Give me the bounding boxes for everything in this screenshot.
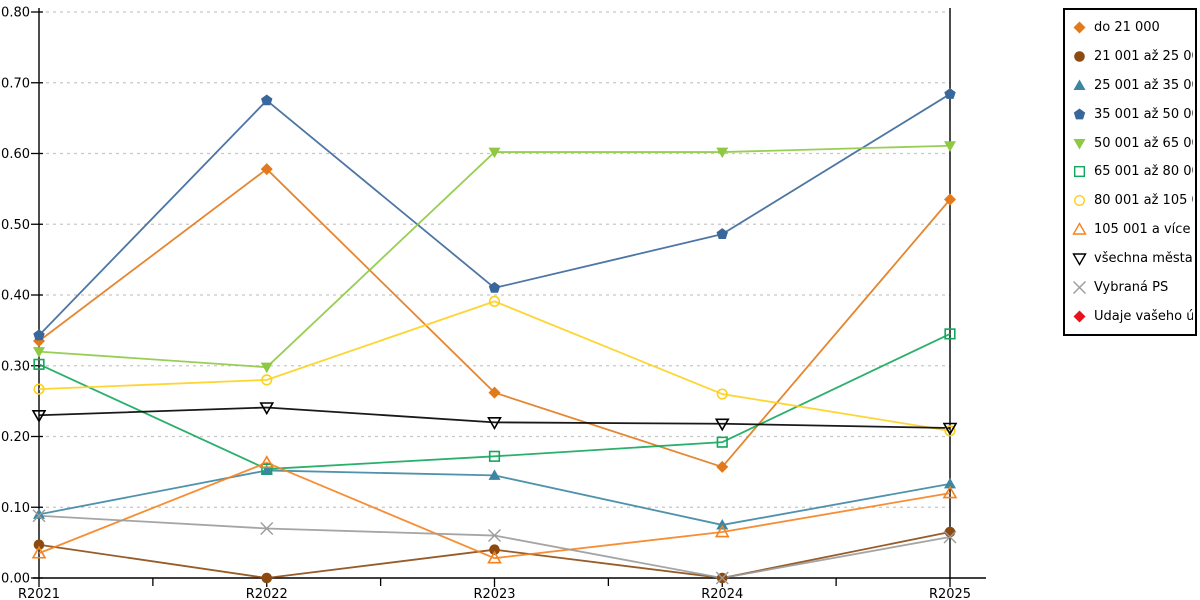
legend-item-do-21-000: do 21 000 — [1072, 13, 1193, 42]
series-do-21-000-markers — [33, 163, 956, 473]
legend-item-35-001-az-50-000: 35 001 až 50 000 — [1072, 100, 1193, 129]
legend-item-65-001-az-80-000: 65 001 až 80 000 — [1072, 157, 1193, 186]
triangle-up-icon — [1072, 222, 1087, 235]
x-icon — [1073, 280, 1086, 294]
legend-item-label: 65 001 až 80 000 — [1094, 164, 1193, 180]
gridlines — [39, 11, 950, 508]
legend-item-label: všechna města — [1094, 251, 1193, 267]
circle-icon — [1073, 195, 1086, 207]
svg-text:0.40: 0.40 — [1, 289, 30, 304]
series-50-001-az-65-000-markers — [33, 141, 956, 374]
svg-text:0.10: 0.10 — [1, 501, 30, 516]
diamond-icon — [1073, 21, 1086, 34]
legend-item-vsechna-mesta: všechna města — [1072, 244, 1193, 273]
legend-item-label: 21 001 až 25 000 — [1094, 48, 1193, 64]
pentagon-icon — [1073, 108, 1086, 119]
legend-item-50-001-az-65-000: 50 001 až 65 000 — [1072, 129, 1193, 158]
svg-text:R2023: R2023 — [473, 587, 515, 600]
series-80-001-az-105-000-markers — [33, 295, 956, 437]
series-vybrana-ps-markers — [32, 509, 957, 585]
legend-item-label: Vybraná PS — [1094, 279, 1169, 295]
legend-item-label: do 21 000 — [1094, 19, 1160, 35]
square-icon — [1074, 166, 1086, 178]
series-vsechna-mesta-markers — [31, 402, 958, 436]
svg-text:R2022: R2022 — [246, 587, 288, 600]
legend-item-25-001-az-35-000: 25 001 až 35 000 — [1072, 71, 1193, 100]
triangle-down-icon — [1072, 253, 1087, 266]
legend-item-label: 105 001 a více — [1094, 222, 1191, 238]
svg-text:0.00: 0.00 — [1, 572, 30, 587]
series-105-001-a-vice — [38, 461, 951, 560]
series-105-001-a-vice-markers — [31, 455, 958, 564]
legend-item-udaje-vaseho-uradu: Údaje vašeho úřadu — [1072, 302, 1193, 331]
circle-icon — [1074, 51, 1085, 62]
legend-item-vybrana-ps: Vybraná PS — [1072, 273, 1193, 302]
legend-item-label: 80 001 až 105 000 — [1094, 193, 1193, 209]
series-65-001-az-80-000 — [38, 333, 951, 470]
series-35-001-az-50-000 — [38, 93, 951, 336]
svg-text:0.70: 0.70 — [1, 76, 30, 91]
legend-item-label: 50 001 až 65 000 — [1094, 135, 1193, 151]
svg-text:R2024: R2024 — [701, 587, 743, 600]
x-axis-labels: R2021 R2022 R2023 R2024 R2025 — [18, 587, 971, 600]
series-vsechna-mesta — [38, 406, 951, 429]
svg-text:0.80: 0.80 — [1, 6, 30, 21]
legend-item-label: 25 001 až 35 000 — [1094, 77, 1193, 93]
svg-text:R2021: R2021 — [18, 587, 60, 600]
legend-item-105-001-a-vice: 105 001 a více — [1072, 215, 1193, 244]
series-65-001-az-80-000-markers — [33, 328, 956, 475]
svg-text:0.20: 0.20 — [1, 430, 30, 445]
legend-item-label: Údaje vašeho úřadu — [1094, 308, 1193, 324]
series-21-001-az-25-000 — [38, 531, 951, 579]
chart-plot: 0.00 0.10 0.20 0.30 0.40 0.50 0.60 0.70 0.80 R202… — [1, 6, 986, 600]
legend-item-label: 35 001 až 50 000 — [1094, 106, 1193, 122]
legend-item-21-001-az-25-000: 21 001 až 25 000 — [1072, 42, 1193, 71]
svg-text:0.60: 0.60 — [1, 147, 30, 162]
triangle-down-icon — [1073, 138, 1086, 149]
svg-text:R2025: R2025 — [929, 587, 971, 600]
series-80-001-az-105-000 — [38, 300, 951, 432]
legend: do 21 000 21 001 až 25 000 25 001 až 35 00… — [1063, 8, 1197, 336]
diamond-icon — [1073, 310, 1086, 323]
svg-text:0.30: 0.30 — [1, 359, 30, 374]
triangle-up-icon — [1073, 79, 1086, 90]
series-25-001-az-35-000-markers — [33, 464, 956, 530]
series-35-001-az-50-000-markers — [33, 88, 956, 341]
svg-text:0.50: 0.50 — [1, 218, 30, 233]
y-axis-labels: 0.00 0.10 0.20 0.30 0.40 0.50 0.60 0.70 0.80 — [1, 6, 30, 587]
legend-item-80-001-az-105-000: 80 001 až 105 000 — [1072, 186, 1193, 215]
